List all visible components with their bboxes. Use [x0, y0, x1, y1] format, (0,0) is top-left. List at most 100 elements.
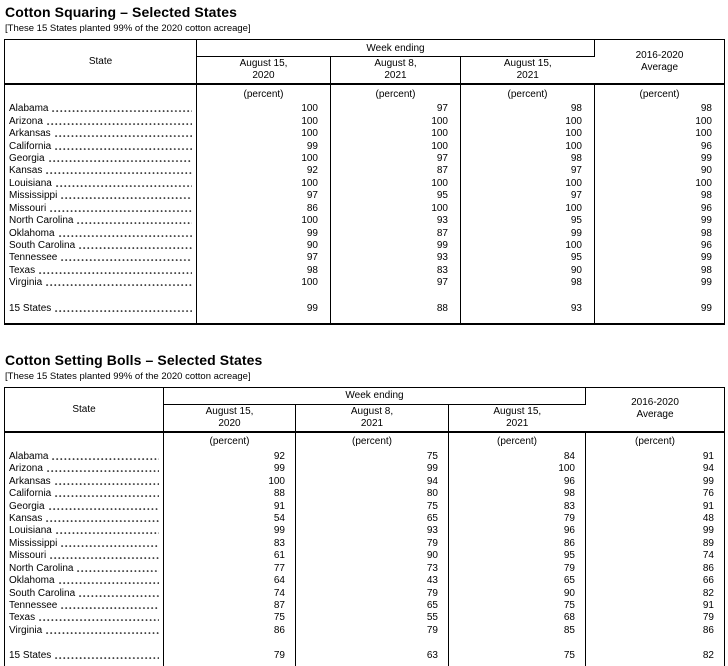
value-cell: 97 — [196, 190, 331, 203]
value-cell — [196, 289, 331, 302]
table-row: South Carolina 74 79 90 82 — [5, 587, 725, 600]
value-cell: 95 — [330, 190, 461, 203]
value-cell: 99 — [196, 227, 331, 240]
value-cell: 98 — [594, 103, 725, 116]
table-row: Arkansas 100 94 96 99 — [5, 475, 725, 488]
cotton-squaring-section: Cotton Squaring – Selected States [These… — [4, 4, 725, 325]
state-cell: Arkansas — [5, 475, 164, 488]
value-cell: 79 — [163, 649, 296, 666]
value-cell: 90 — [594, 165, 725, 178]
value-cell: 96 — [448, 475, 586, 488]
state-label: Virginia — [9, 624, 43, 636]
state-cell: South Carolina — [5, 587, 164, 600]
state-label: 15 States — [9, 302, 52, 314]
value-cell: 48 — [585, 512, 725, 526]
value-cell: 90 — [460, 264, 595, 278]
dot-leader — [49, 550, 159, 563]
dot-leader — [45, 463, 159, 476]
state-label: Arkansas — [9, 128, 51, 140]
state-cell: North Carolina — [5, 215, 197, 228]
units-row: (percent) (percent) (percent) (percent) — [5, 84, 725, 103]
dot-leader — [57, 575, 159, 588]
value-cell: 95 — [460, 252, 595, 265]
value-cell: 87 — [330, 165, 461, 178]
value-cell: 91 — [585, 500, 725, 513]
value-cell: 100 — [330, 140, 461, 153]
state-label: Virginia — [9, 277, 43, 289]
value-cell: 79 — [585, 612, 725, 625]
state-label: Texas — [9, 612, 36, 624]
value-cell: 96 — [448, 525, 586, 538]
table-row: Alabama 92 75 84 91 — [5, 450, 725, 463]
value-cell: 82 — [585, 587, 725, 600]
dot-leader — [54, 140, 192, 153]
value-cell: 100 — [330, 177, 461, 191]
value-cell — [594, 289, 725, 302]
state-label: 15 States — [9, 650, 52, 662]
value-cell: 90 — [295, 550, 449, 563]
value-cell: 79 — [448, 512, 586, 526]
date-column-header: August 8, 2021 — [295, 404, 449, 433]
value-cell: 98 — [460, 277, 595, 290]
dot-leader — [60, 537, 159, 550]
dot-leader — [53, 475, 159, 488]
dot-leader — [54, 525, 159, 538]
value-cell: 86 — [448, 537, 586, 551]
value-cell: 55 — [295, 612, 449, 625]
value-cell: 77 — [163, 562, 296, 575]
value-cell: 65 — [295, 599, 449, 613]
value-cell: 96 — [594, 140, 725, 153]
date-column-header: August 8, 2021 — [330, 56, 461, 85]
dot-leader — [78, 587, 159, 600]
state-cell — [5, 290, 197, 302]
state-label: South Carolina — [9, 240, 76, 252]
value-cell: 100 — [460, 140, 595, 153]
value-cell: 83 — [448, 500, 586, 513]
state-label: Arizona — [9, 115, 43, 127]
value-cell: 90 — [448, 587, 586, 600]
table-title: Cotton Squaring – Selected States — [5, 4, 238, 20]
value-cell: 89 — [585, 537, 725, 551]
dot-leader — [45, 624, 159, 637]
state-cell: 15 States — [5, 649, 164, 666]
value-cell: 100 — [196, 115, 331, 128]
table-row: Mississippi 83 79 86 89 — [5, 537, 725, 551]
value-cell: 97 — [460, 165, 595, 178]
value-cell: 93 — [330, 252, 461, 265]
value-cell: 68 — [448, 612, 586, 625]
table-subtitle: [These 15 States planted 99% of the 2020… — [5, 23, 251, 34]
value-cell: 83 — [330, 264, 461, 278]
dot-leader — [60, 252, 192, 265]
value-cell — [163, 637, 296, 650]
value-cell: 75 — [448, 599, 586, 613]
state-cell: Mississippi — [5, 537, 164, 550]
state-label: Alabama — [9, 103, 49, 115]
value-cell: 73 — [295, 562, 449, 575]
value-cell: 97 — [330, 152, 461, 166]
state-label: Mississippi — [9, 537, 58, 549]
value-cell: 65 — [295, 512, 449, 526]
value-cell: 99 — [585, 475, 725, 488]
state-cell: California — [5, 140, 197, 153]
value-cell: 87 — [330, 227, 461, 240]
value-cell: 66 — [585, 574, 725, 588]
value-cell: 84 — [448, 450, 586, 463]
value-cell: 95 — [460, 214, 595, 228]
value-cell: 100 — [330, 127, 461, 141]
table-row: Oklahoma 99 87 99 98 — [5, 227, 725, 240]
table-row: Arizona 100 100 100 100 — [5, 115, 725, 128]
table-subtitle: [These 15 States planted 99% of the 2020… — [5, 370, 251, 382]
table-body: Alabama 92 75 84 91 Arizona 99 99 100 94 Arkansas 1… — [5, 450, 725, 666]
value-cell: 85 — [448, 624, 586, 638]
state-label: Texas — [9, 264, 36, 276]
value-cell: 99 — [594, 152, 725, 166]
dot-leader — [57, 227, 192, 240]
dot-leader — [76, 562, 159, 575]
value-cell: 100 — [196, 214, 331, 228]
week-ending-header: Week ending — [163, 387, 586, 405]
value-cell: 98 — [594, 227, 725, 240]
table-row: North Carolina 77 73 79 86 — [5, 562, 725, 575]
state-label: Louisiana — [9, 525, 52, 537]
value-cell: 99 — [196, 301, 331, 324]
